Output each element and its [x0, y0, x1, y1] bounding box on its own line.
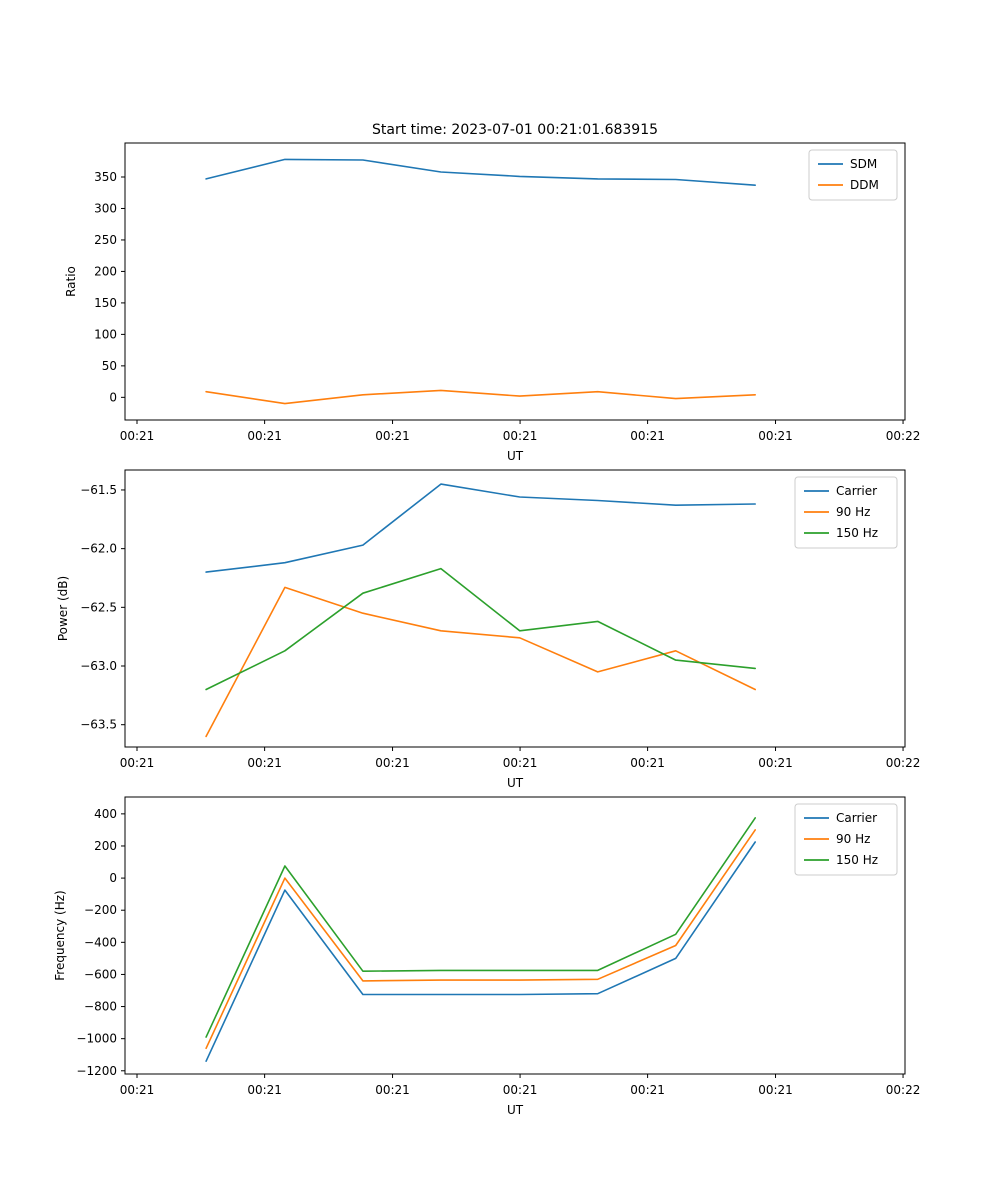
ratio-legend-box — [808, 149, 898, 201]
ratio-series-ddm-line — [205, 389, 757, 405]
ratio-y-axis-ticks: 0 50 100 150 200 250 300 350 — [94, 170, 125, 404]
y-tick-label: 250 — [94, 233, 117, 247]
power-series-90-hz-line — [205, 586, 757, 738]
power-legend: Carrier 90 Hz 150 Hz — [794, 476, 898, 549]
y-tick-label: −62.5 — [80, 600, 117, 614]
x-tick-label: 00:21 — [630, 756, 665, 770]
frequency-legend-box — [794, 803, 898, 876]
y-tick-label: −600 — [84, 967, 117, 981]
power-series-carrier-line — [205, 483, 757, 573]
power-legend-box — [794, 476, 898, 549]
y-tick-label: −63.0 — [80, 659, 117, 673]
ratio-x-axis-ticks: 00:21 00:21 00:21 00:21 00:21 00:21 00:22 — [120, 420, 921, 443]
y-tick-label: 350 — [94, 170, 117, 184]
legend-label-150-hz: 150 Hz — [836, 853, 878, 867]
x-tick-label: 00:21 — [120, 1083, 155, 1097]
frequency-x-axis-ticks: 00:21 00:21 00:21 00:21 00:21 00:21 00:22 — [120, 1074, 921, 1097]
legend-label-90-hz: 90 Hz — [836, 505, 870, 519]
y-tick-label: −200 — [84, 903, 117, 917]
y-tick-label: −1200 — [76, 1064, 117, 1078]
ratio-plot-border — [124, 142, 906, 421]
ratio-series-sdm-line — [205, 158, 757, 186]
y-tick-label: −63.5 — [80, 718, 117, 732]
ratio-x-axis-label: UT — [507, 449, 524, 463]
x-tick-label: 00:21 — [120, 429, 155, 443]
x-tick-label: 00:21 — [247, 756, 282, 770]
x-tick-label: 00:21 — [375, 429, 410, 443]
power-subplot: 00:21 00:21 00:21 00:21 00:21 00:21 00:22 −63.5… — [56, 469, 921, 790]
power-x-axis-ticks: 00:21 00:21 00:21 00:21 00:21 00:21 00:22 — [120, 747, 921, 770]
y-tick-label: −1000 — [76, 1032, 117, 1046]
legend-label-ddm: DDM — [850, 178, 879, 192]
x-tick-label: 00:21 — [503, 1083, 538, 1097]
chart-title: Start time: 2023-07-01 00:21:01.683915 — [371, 122, 659, 138]
x-tick-label: 00:21 — [375, 1083, 410, 1097]
power-y-axis-ticks: −63.5 −63.0 −62.5 −62.0 −61.5 — [80, 483, 125, 732]
frequency-series-carrier-line — [205, 841, 757, 1062]
y-tick-label: −400 — [84, 935, 117, 949]
power-plot-border — [124, 469, 906, 748]
y-tick-label: 0 — [109, 871, 117, 885]
legend-label-carrier: Carrier — [836, 811, 877, 825]
y-tick-label: 0 — [109, 390, 117, 404]
frequency-series-150-hz-line — [205, 817, 757, 1038]
x-tick-label: 00:21 — [503, 429, 538, 443]
frequency-subplot: 00:21 00:21 00:21 00:21 00:21 00:21 00:22 −1200… — [53, 796, 921, 1117]
y-tick-label: 100 — [94, 327, 117, 341]
y-tick-label: 200 — [94, 839, 117, 853]
x-tick-label: 00:22 — [886, 1083, 921, 1097]
x-tick-label: 00:21 — [120, 756, 155, 770]
x-tick-label: 00:21 — [758, 756, 793, 770]
y-tick-label: 50 — [102, 359, 117, 373]
x-tick-label: 00:21 — [758, 429, 793, 443]
x-tick-label: 00:21 — [630, 429, 665, 443]
y-tick-label: −800 — [84, 1000, 117, 1014]
frequency-x-axis-label: UT — [507, 1103, 524, 1117]
x-tick-label: 00:22 — [886, 429, 921, 443]
x-tick-label: 00:21 — [247, 1083, 282, 1097]
power-y-axis-label: Power (dB) — [56, 576, 70, 641]
legend-label-90-hz: 90 Hz — [836, 832, 870, 846]
y-tick-label: 150 — [94, 296, 117, 310]
ratio-y-axis-label: Ratio — [64, 266, 78, 297]
y-tick-label: −61.5 — [80, 483, 117, 497]
x-tick-label: 00:22 — [886, 756, 921, 770]
x-tick-label: 00:21 — [503, 756, 538, 770]
ratio-legend: SDM DDM — [808, 149, 898, 201]
power-series-150-hz-line — [205, 567, 757, 691]
frequency-y-axis-label: Frequency (Hz) — [53, 890, 67, 981]
y-tick-label: 300 — [94, 201, 117, 215]
y-tick-label: 400 — [94, 807, 117, 821]
x-tick-label: 00:21 — [247, 429, 282, 443]
frequency-series-90-hz-line — [205, 829, 757, 1050]
power-x-axis-label: UT — [507, 776, 524, 790]
ratio-subplot: 00:21 00:21 00:21 00:21 00:21 00:21 00:22 0 50 10… — [64, 142, 921, 463]
x-tick-label: 00:21 — [630, 1083, 665, 1097]
legend-label-carrier: Carrier — [836, 484, 877, 498]
frequency-y-axis-ticks: −1200 −1000 −800 −600 −400 −200 0 200 400 — [76, 807, 125, 1078]
frequency-plot-border — [124, 796, 906, 1075]
legend-label-sdm: SDM — [850, 157, 877, 171]
legend-label-150-hz: 150 Hz — [836, 526, 878, 540]
y-tick-label: 200 — [94, 264, 117, 278]
x-tick-label: 00:21 — [758, 1083, 793, 1097]
y-tick-label: −62.0 — [80, 542, 117, 556]
x-tick-label: 00:21 — [375, 756, 410, 770]
frequency-legend: Carrier 90 Hz 150 Hz — [794, 803, 898, 876]
